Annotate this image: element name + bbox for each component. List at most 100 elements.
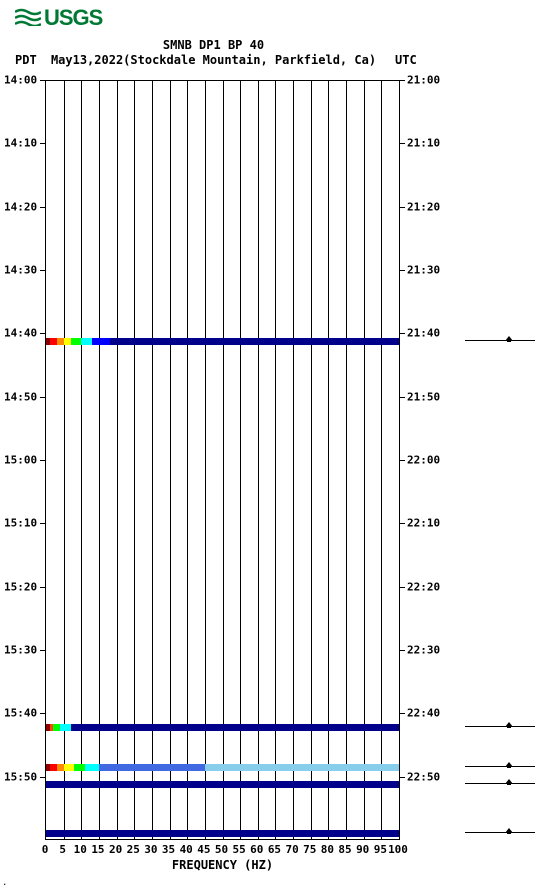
logo-text: USGS — [44, 5, 102, 30]
y-tick — [400, 397, 405, 398]
x-tick-label: 10 — [74, 843, 87, 856]
x-axis-title: FREQUENCY (HZ) — [0, 858, 445, 872]
arrival-marker-icon — [505, 722, 513, 727]
spectral-event — [46, 781, 399, 788]
spectral-segment — [46, 830, 399, 837]
spectral-event — [46, 830, 399, 837]
y-left-tick-label: 15:40 — [4, 707, 37, 720]
spectral-segment — [92, 338, 110, 345]
y-tick — [40, 523, 45, 524]
spectral-segment — [71, 338, 82, 345]
spectral-segment — [57, 338, 64, 345]
x-tick-label: 70 — [285, 843, 298, 856]
spectrogram-plot — [45, 80, 400, 840]
seismic-trace — [465, 832, 535, 833]
spectral-segment — [50, 764, 57, 771]
y-tick — [400, 460, 405, 461]
y-right-tick-label: 22:40 — [407, 707, 440, 720]
arrival-marker-icon — [505, 762, 513, 767]
x-tick-label: 35 — [162, 843, 175, 856]
y-tick — [40, 713, 45, 714]
x-tick-label: 95 — [374, 843, 387, 856]
y-tick — [40, 777, 45, 778]
y-tick — [400, 333, 405, 334]
y-right-tick-label: 21:40 — [407, 327, 440, 340]
y-right-tick-label: 21:30 — [407, 264, 440, 277]
y-tick — [40, 397, 45, 398]
y-tick — [400, 650, 405, 651]
x-tick-label: 40 — [180, 843, 193, 856]
y-left-tick-label: 14:50 — [4, 390, 37, 403]
x-tick-label: 100 — [388, 843, 408, 856]
y-tick — [40, 143, 45, 144]
y-tick — [400, 587, 405, 588]
spectral-segment — [60, 724, 71, 731]
x-tick-label: 0 — [42, 843, 49, 856]
y-left-tick-label: 14:00 — [4, 74, 37, 87]
seismic-trace — [465, 726, 535, 727]
spectral-segment — [99, 764, 205, 771]
arrival-marker-icon — [505, 336, 513, 341]
seismic-trace — [465, 340, 535, 341]
y-tick — [40, 270, 45, 271]
x-tick-label: 45 — [197, 843, 210, 856]
utc-label: UTC — [395, 53, 417, 67]
y-tick — [400, 80, 405, 81]
y-right-tick-label: 22:10 — [407, 517, 440, 530]
x-tick-label: 65 — [268, 843, 281, 856]
chart-title: SMNB DP1 BP 40 — [0, 38, 427, 52]
y-right-tick-label: 22:30 — [407, 644, 440, 657]
y-right-tick-label: 22:50 — [407, 770, 440, 783]
x-tick-label: 80 — [321, 843, 334, 856]
spectral-segment — [50, 338, 57, 345]
spectral-segment — [64, 764, 75, 771]
wave-icon — [15, 6, 41, 32]
x-tick-label: 60 — [250, 843, 263, 856]
y-tick — [400, 207, 405, 208]
seismic-trace — [465, 783, 535, 784]
y-tick — [40, 460, 45, 461]
y-right-tick-label: 21:20 — [407, 200, 440, 213]
y-right-tick-label: 21:50 — [407, 390, 440, 403]
usgs-logo: USGS — [15, 5, 102, 32]
y-left-tick-label: 15:30 — [4, 644, 37, 657]
y-right-tick-label: 22:00 — [407, 454, 440, 467]
y-left-tick-label: 14:10 — [4, 137, 37, 150]
spectral-segment — [74, 764, 85, 771]
x-tick-label: 75 — [303, 843, 316, 856]
y-tick — [400, 777, 405, 778]
arrival-marker-icon — [505, 828, 513, 833]
spectral-segment — [110, 338, 399, 345]
y-left-tick-label: 14:30 — [4, 264, 37, 277]
x-tick-label: 50 — [215, 843, 228, 856]
y-left-tick-label: 14:20 — [4, 200, 37, 213]
y-tick — [400, 523, 405, 524]
y-tick — [400, 143, 405, 144]
spectral-event — [46, 764, 399, 771]
x-tick-label: 20 — [109, 843, 122, 856]
y-tick — [40, 587, 45, 588]
y-tick — [40, 80, 45, 81]
chart-subtitle: May13,2022(Stockdale Mountain, Parkfield… — [0, 53, 427, 67]
y-tick — [400, 713, 405, 714]
spectral-segment — [46, 781, 399, 788]
x-tick-label: 5 — [59, 843, 66, 856]
y-left-tick-label: 15:00 — [4, 454, 37, 467]
x-tick-label: 85 — [338, 843, 351, 856]
y-right-tick-label: 22:20 — [407, 580, 440, 593]
spectral-segment — [205, 764, 399, 771]
x-tick-label: 30 — [144, 843, 157, 856]
y-tick — [40, 207, 45, 208]
x-tick-label: 25 — [127, 843, 140, 856]
y-left-tick-label: 14:40 — [4, 327, 37, 340]
y-left-tick-label: 15:10 — [4, 517, 37, 530]
spectral-segment — [81, 338, 92, 345]
corner-marker: . — [2, 878, 7, 888]
spectral-segment — [64, 338, 71, 345]
y-right-tick-label: 21:00 — [407, 74, 440, 87]
y-left-tick-label: 15:50 — [4, 770, 37, 783]
x-tick-label: 90 — [356, 843, 369, 856]
spectral-segment — [57, 764, 64, 771]
x-tick-label: 55 — [233, 843, 246, 856]
spectral-segment — [71, 724, 399, 731]
